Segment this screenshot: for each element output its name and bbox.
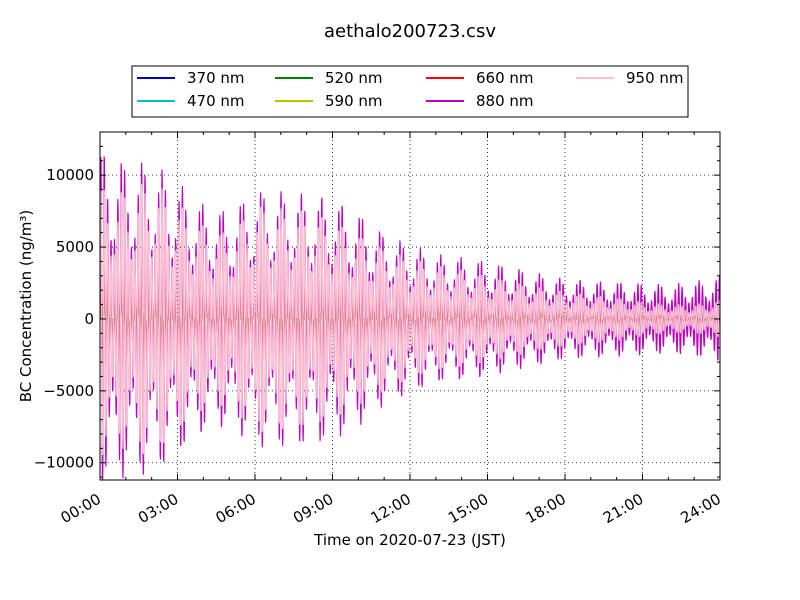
y-tick-label: 10000 [46,166,94,184]
x-tick-label: 06:00 [213,490,259,527]
y-tick-label: −10000 [34,454,94,472]
legend: 370 nm 470 nm 520 nm 590 nm 660 nm 880 nm 950 … [131,65,689,118]
legend-label: 660 nm [476,69,534,87]
x-tick-label: 18:00 [523,490,569,527]
y-tick-label: 5000 [56,238,94,256]
y-axis-label: BC Concentration (ng/m³) [17,210,35,403]
x-tick-label: 15:00 [445,490,491,527]
y-tick-label: −5000 [43,382,94,400]
legend-frame [131,65,689,118]
x-tick-label: 09:00 [290,490,336,527]
legend-label: 590 nm [325,92,383,110]
x-axis-label: Time on 2020-07-23 (JST) [313,531,506,549]
y-tick-label: 0 [84,310,94,328]
x-tick-label: 24:00 [678,490,724,527]
x-tick-label: 21:00 [600,490,646,527]
chart-title: aethalo200723.csv [324,21,496,42]
legend-label: 950 nm [626,69,684,87]
x-tick-label: 12:00 [368,490,414,527]
series-layer [100,156,720,480]
x-tick-label: 00:00 [58,490,104,527]
series-line-950-nm [100,183,720,456]
x-tick-label: 03:00 [135,490,181,527]
legend-label: 880 nm [476,92,534,110]
legend-label: 520 nm [325,69,383,87]
legend-label: 470 nm [187,92,245,110]
legend-label: 370 nm [187,69,245,87]
